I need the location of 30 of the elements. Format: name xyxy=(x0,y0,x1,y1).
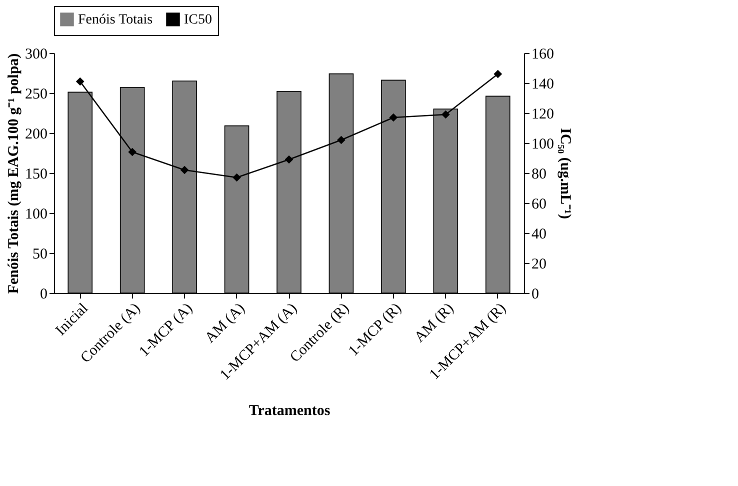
point xyxy=(494,70,502,78)
point xyxy=(76,77,84,86)
point xyxy=(128,148,137,156)
x-axis-title: Tratamentos xyxy=(248,402,330,419)
y-tick-label: 200 xyxy=(25,126,48,142)
y-tick-label: 100 xyxy=(25,206,48,222)
y2-tick-label: 40 xyxy=(532,226,546,242)
point xyxy=(389,113,398,122)
y-tick-label: 300 xyxy=(25,46,48,62)
y2-tick-label: 140 xyxy=(532,76,554,92)
y2-tick-label: 80 xyxy=(532,166,546,182)
y-tick-label: 250 xyxy=(25,86,48,102)
y2-tick-label: 20 xyxy=(532,256,546,272)
point xyxy=(232,173,241,182)
y2-tick-label: 160 xyxy=(532,46,554,62)
y-tick-label: 0 xyxy=(40,286,48,302)
legend-label: IC50 xyxy=(184,12,212,28)
point xyxy=(284,155,294,164)
y-tick-label: 50 xyxy=(32,246,48,262)
point xyxy=(441,110,450,119)
point xyxy=(337,136,346,144)
y2-tick-label: 60 xyxy=(532,196,546,212)
y-tick-label: 150 xyxy=(25,166,48,182)
y2-tick-label: 120 xyxy=(532,106,554,122)
y2-axis-title: IC₅₀ (ug.mL⁻¹) xyxy=(557,128,573,219)
point xyxy=(180,166,189,174)
y2-tick-label: 0 xyxy=(532,286,539,302)
legend-label: Fenóis Totais xyxy=(78,12,153,28)
y2-tick-label: 100 xyxy=(532,136,554,152)
y-axis-title: Fenóis Totais (mg EAG.100 g⁻¹ polpa) xyxy=(6,53,22,294)
